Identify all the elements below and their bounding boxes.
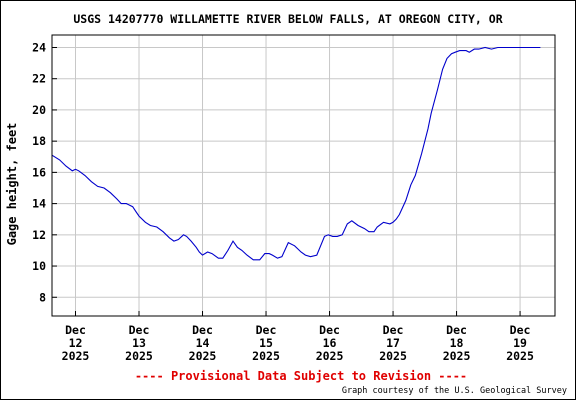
x-tick-label: 2025 bbox=[125, 349, 153, 363]
graph-credit: Graph courtesy of the U.S. Geological Su… bbox=[342, 386, 567, 396]
x-tick-label: 2025 bbox=[252, 349, 280, 363]
x-tick-label: 18 bbox=[450, 336, 464, 350]
x-tick-label: 2025 bbox=[189, 349, 217, 363]
x-tick-label: Dec bbox=[192, 323, 213, 337]
x-tick-label: 17 bbox=[386, 336, 400, 350]
x-tick-label: 2025 bbox=[62, 349, 90, 363]
y-tick-label: 8 bbox=[39, 290, 46, 304]
x-tick-label: 2025 bbox=[316, 349, 344, 363]
x-tick-label: Dec bbox=[129, 323, 150, 337]
x-tick-label: 2025 bbox=[379, 349, 407, 363]
x-tick-label: Dec bbox=[319, 323, 340, 337]
y-tick-label: 18 bbox=[32, 134, 46, 148]
x-tick-label: Dec bbox=[510, 323, 531, 337]
x-tick-label: Dec bbox=[383, 323, 404, 337]
plot-border bbox=[51, 34, 556, 317]
gage-height-line bbox=[51, 46, 541, 261]
y-tick-label: 20 bbox=[32, 103, 46, 117]
x-tick-label: 15 bbox=[259, 336, 273, 350]
tick-labels: 81012141618202224Dec122025Dec132025Dec14… bbox=[32, 40, 534, 363]
chart-title: USGS 14207770 WILLAMETTE RIVER BELOW FAL… bbox=[73, 12, 502, 26]
grid-lines bbox=[52, 35, 555, 316]
x-tick-label: 19 bbox=[513, 336, 527, 350]
y-axis-label: Gage height, feet bbox=[5, 123, 19, 246]
x-tick-label: Dec bbox=[256, 323, 277, 337]
x-tick-label: 2025 bbox=[443, 349, 471, 363]
y-tick-label: 16 bbox=[32, 165, 46, 179]
y-tick-label: 22 bbox=[32, 72, 46, 86]
x-tick-label: 16 bbox=[323, 336, 337, 350]
x-tick-label: 2025 bbox=[506, 349, 534, 363]
x-tick-label: 14 bbox=[196, 336, 210, 350]
y-tick-label: 14 bbox=[32, 197, 46, 211]
x-tick-label: Dec bbox=[446, 323, 467, 337]
x-tick-label: 13 bbox=[132, 336, 146, 350]
y-tick-label: 24 bbox=[32, 40, 46, 54]
y-tick-label: 12 bbox=[32, 228, 46, 242]
provisional-notice: ---- Provisional Data Subject to Revisio… bbox=[135, 369, 467, 383]
x-tick-label: Dec bbox=[65, 323, 86, 337]
x-tick-label: 12 bbox=[69, 336, 83, 350]
y-tick-label: 10 bbox=[32, 259, 46, 273]
